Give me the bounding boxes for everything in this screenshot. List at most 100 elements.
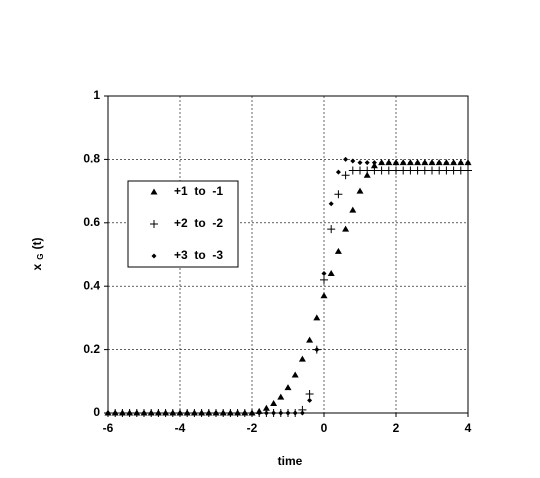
data-point xyxy=(163,410,169,416)
data-point xyxy=(422,160,428,166)
data-point xyxy=(342,225,350,232)
data-point xyxy=(155,410,161,416)
data-point xyxy=(335,169,341,175)
data-point xyxy=(328,201,334,207)
data-point xyxy=(298,355,306,362)
y-title-sub: G xyxy=(36,254,45,260)
data-point xyxy=(305,389,314,398)
data-point xyxy=(356,187,364,194)
data-point xyxy=(284,384,292,391)
data-point xyxy=(306,336,314,343)
data-point xyxy=(392,166,400,175)
data-point xyxy=(148,410,154,416)
legend-label: +3 to -3 xyxy=(174,248,223,262)
data-point xyxy=(357,160,363,166)
data-point xyxy=(370,162,378,169)
data-point xyxy=(379,160,385,166)
data-point xyxy=(235,410,241,416)
x-tick-label: -2 xyxy=(247,421,258,435)
data-point xyxy=(334,247,342,254)
data-point xyxy=(249,410,255,416)
data-point xyxy=(227,410,233,416)
data-point xyxy=(263,410,269,416)
x-tick-label: -6 xyxy=(103,421,114,435)
data-point xyxy=(270,399,278,406)
y-tick-label: 1 xyxy=(93,88,100,102)
data-point xyxy=(177,410,183,416)
data-point xyxy=(285,410,291,416)
legend-label: +2 to -2 xyxy=(174,216,223,230)
y-tick-label: 0.2 xyxy=(83,342,100,356)
x-tick-label: 4 xyxy=(465,421,472,435)
data-point xyxy=(343,156,349,162)
x-tick-label: -4 xyxy=(175,421,186,435)
data-point xyxy=(334,190,343,199)
y-tick-label: 0.6 xyxy=(83,215,100,229)
legend-marker xyxy=(151,253,157,259)
x-tick-label: 0 xyxy=(321,421,328,435)
data-point xyxy=(449,166,458,175)
data-point xyxy=(134,410,140,416)
y-axis-title: xG (t) xyxy=(30,238,45,271)
data-point xyxy=(220,410,226,416)
data-point xyxy=(420,166,429,175)
data-point xyxy=(415,160,421,166)
y-title-main: x xyxy=(30,263,44,270)
data-point xyxy=(370,166,379,175)
data-point xyxy=(170,410,176,416)
data-point xyxy=(271,410,277,416)
data-point xyxy=(320,292,328,299)
data-point xyxy=(406,166,415,175)
data-point xyxy=(327,270,335,277)
data-point xyxy=(350,158,356,164)
data-point xyxy=(363,171,371,178)
data-point xyxy=(112,410,118,416)
data-point xyxy=(292,410,298,416)
y-title-arg: (t) xyxy=(30,238,44,250)
y-tick-label: 0.4 xyxy=(83,278,100,292)
data-point xyxy=(399,166,408,175)
data-point xyxy=(191,410,197,416)
data-point xyxy=(442,166,451,175)
data-point xyxy=(451,160,457,166)
data-point xyxy=(371,160,377,166)
data-point xyxy=(443,160,449,166)
data-point xyxy=(213,410,219,416)
data-point xyxy=(320,275,328,284)
data-point xyxy=(393,160,399,166)
data-point xyxy=(299,410,305,416)
data-point xyxy=(429,160,435,166)
data-point xyxy=(256,410,262,416)
data-point xyxy=(206,410,212,416)
data-point xyxy=(349,206,357,213)
data-point xyxy=(278,410,284,416)
data-point xyxy=(119,410,125,416)
y-tick-label: 0 xyxy=(93,405,100,419)
data-point xyxy=(314,347,320,353)
data-point xyxy=(456,166,465,175)
data-point xyxy=(464,166,472,175)
data-point xyxy=(313,314,321,321)
data-point xyxy=(291,371,299,378)
data-point xyxy=(384,166,393,175)
legend-box xyxy=(127,180,239,268)
data-point xyxy=(184,410,190,416)
data-point xyxy=(364,160,370,166)
data-point xyxy=(400,160,406,166)
data-point xyxy=(105,410,111,416)
data-point xyxy=(435,166,444,175)
data-point xyxy=(348,166,357,175)
data-point xyxy=(465,160,471,166)
data-point xyxy=(277,393,285,400)
data-point xyxy=(141,410,147,416)
data-point xyxy=(327,225,336,234)
data-point xyxy=(321,271,327,277)
legend-marker xyxy=(150,220,158,228)
data-point xyxy=(458,160,464,166)
data-point xyxy=(363,166,372,175)
data-point xyxy=(307,397,313,403)
data-point xyxy=(428,166,436,175)
x-tick-label: 2 xyxy=(393,421,400,435)
data-point xyxy=(262,404,270,411)
data-point xyxy=(386,160,392,166)
